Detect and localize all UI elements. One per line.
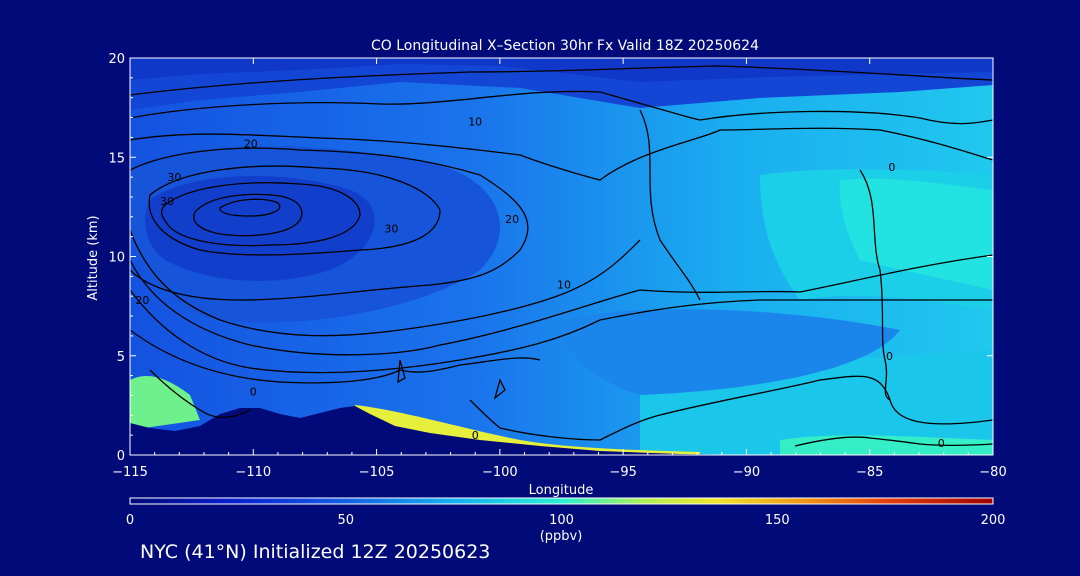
y-tick-label: 0 (117, 449, 125, 464)
field-surface-green (130, 375, 200, 430)
contour-label: 30 (384, 223, 398, 236)
contour-label: 0 (938, 437, 945, 450)
colorbar (129, 497, 994, 505)
contour-label: 20 (135, 294, 149, 307)
y-tick-label: 15 (108, 151, 125, 166)
contour-label: 30 (160, 195, 174, 208)
y-tick-label: 5 (117, 350, 125, 365)
footer-initialized-text: NYC (41°N) Initialized 12Z 20250623 (140, 541, 491, 563)
x-tick-label: −95 (609, 465, 636, 480)
x-tick-label: −80 (979, 465, 1006, 480)
x-axis: −115 −110 −105 −100 −95 −90 −85 −80 (112, 58, 1007, 480)
x-tick-label: −105 (359, 465, 395, 480)
contour-label: 20 (244, 137, 258, 150)
colorbar-tick-label: 0 (126, 513, 134, 528)
y-tick-label: 20 (108, 52, 125, 67)
field-surface-cyan (780, 435, 993, 455)
contour-label: 10 (557, 278, 571, 291)
y-axis-label: Altitude (km) (86, 215, 101, 300)
field-plume-inner (145, 176, 375, 281)
colorbar-unit-label: (ppbv) (540, 529, 583, 544)
contour-label: 0 (886, 350, 893, 363)
colorbar-ticks: 0 50 100 150 200 (126, 513, 1006, 528)
contour-label: 30 (167, 171, 181, 184)
colorbar-tick-label: 150 (765, 513, 790, 528)
colorbar-tick-label: 50 (337, 513, 354, 528)
contour-label: 0 (250, 385, 257, 398)
x-tick-label: −85 (856, 465, 883, 480)
contour-label: 10 (468, 116, 482, 129)
y-axis: 0 5 10 15 20 (108, 52, 993, 464)
x-tick-label: −110 (235, 465, 271, 480)
x-tick-label: −100 (482, 465, 518, 480)
x-tick-label: −90 (733, 465, 760, 480)
field-mid-blue (560, 309, 900, 395)
colorbar-tick-label: 100 (549, 513, 574, 528)
y-tick-label: 10 (108, 251, 125, 266)
contour-label: 0 (888, 161, 895, 174)
plot-area: 10 20 30 30 30 20 10 20 0 0 0 0 0 (130, 58, 993, 455)
chart-title: CO Longitudinal X–Section 30hr Fx Valid … (371, 38, 759, 54)
colorbar-tick-label: 200 (981, 513, 1006, 528)
terrain (130, 406, 993, 455)
x-axis-label: Longitude (529, 483, 594, 498)
contour-label: 20 (505, 213, 519, 226)
contour-lines (130, 65, 993, 447)
contour-label: 0 (472, 429, 479, 442)
contour-labels: 10 20 30 30 30 20 10 20 0 0 0 0 0 (135, 116, 944, 451)
x-tick-label: −115 (112, 465, 148, 480)
